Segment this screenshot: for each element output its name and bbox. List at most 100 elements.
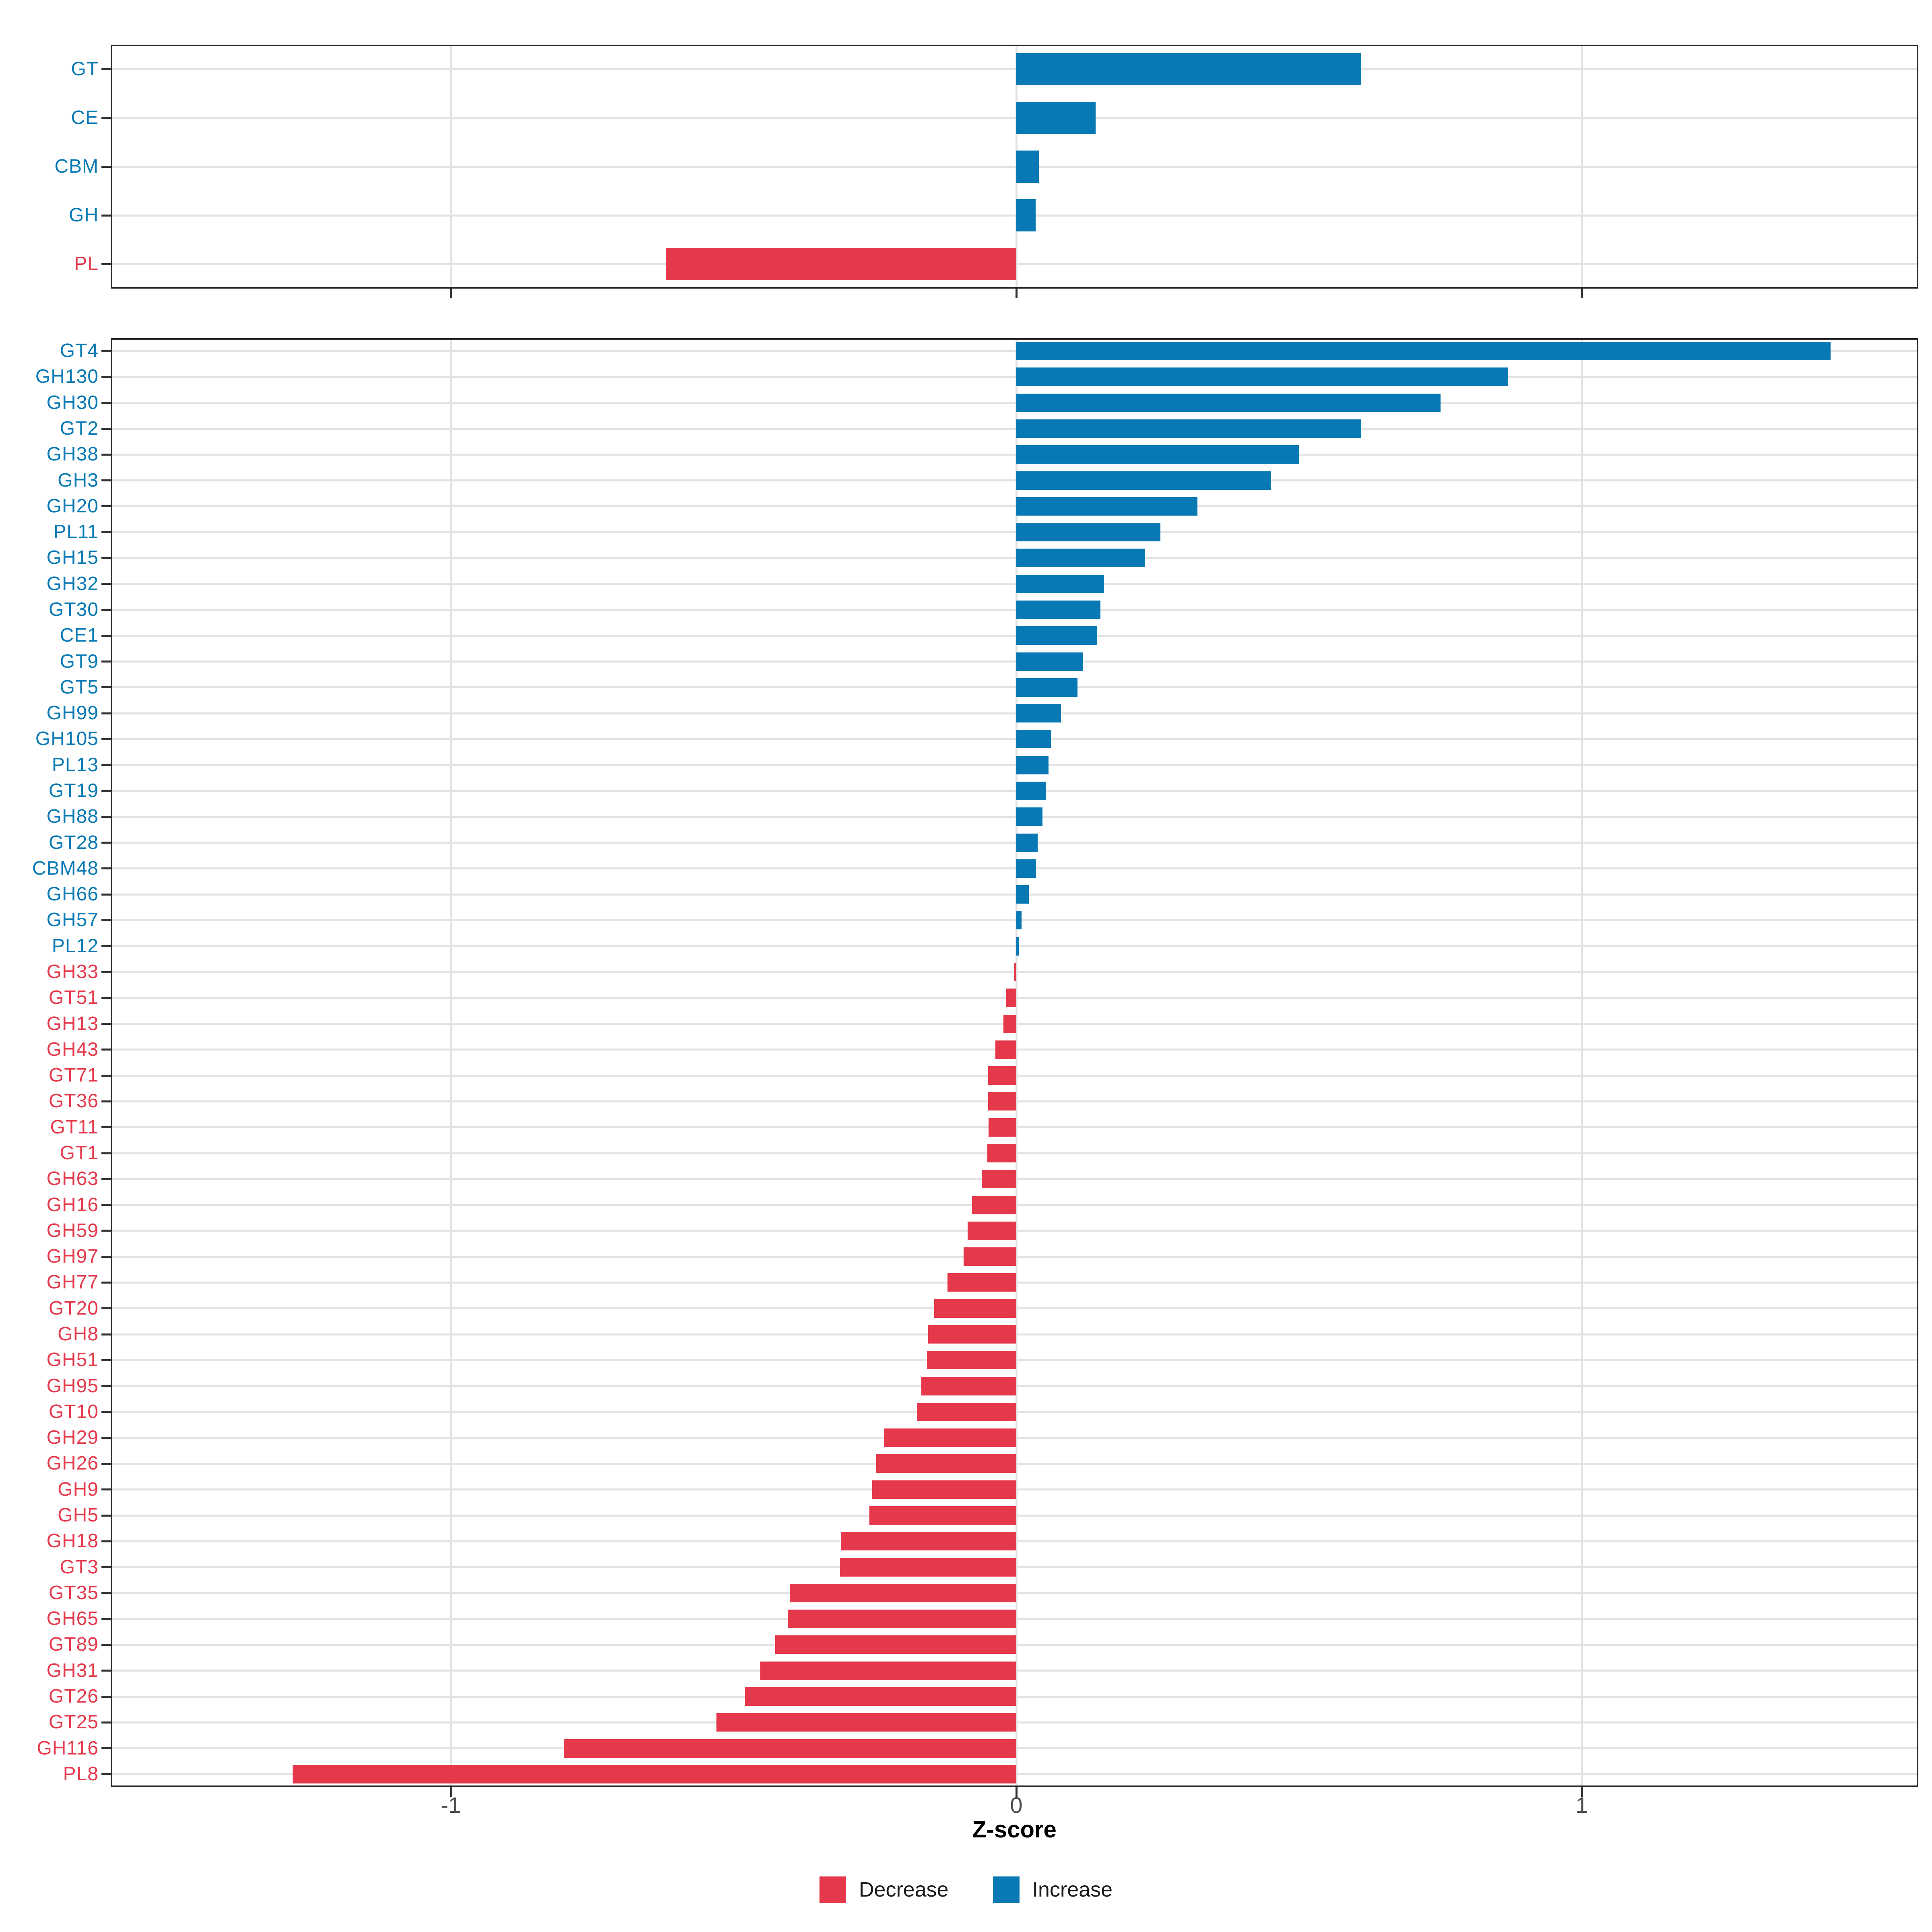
bar-gh31: [760, 1661, 1016, 1680]
category-label-cbm: CBM: [54, 156, 99, 177]
bar-gh33: [1014, 963, 1016, 981]
bar-gh116: [564, 1739, 1016, 1758]
x-gridline: [112, 376, 1917, 378]
category-label-gt11: GT11: [50, 1116, 99, 1138]
x-axis-tick: [450, 1787, 452, 1797]
legend-label-increase: Increase: [1032, 1878, 1113, 1901]
bar-gh32: [1016, 574, 1104, 593]
y-axis-tick: [101, 609, 111, 611]
category-label-gh26: GH26: [46, 1453, 99, 1474]
x-axis-tick: [450, 289, 452, 298]
y-axis-tick: [101, 1230, 111, 1232]
category-label-pl8: PL8: [63, 1763, 99, 1785]
category-label-gh32: GH32: [46, 573, 99, 594]
x-gridline: [112, 350, 1917, 352]
y-axis-tick: [101, 764, 111, 766]
bar-gh3: [1016, 471, 1271, 490]
category-label-gh95: GH95: [46, 1375, 99, 1397]
y-axis-tick: [101, 531, 111, 533]
category-label-ce1: CE1: [60, 625, 99, 646]
bar-cbm: [1016, 151, 1039, 183]
bar-gh20: [1016, 497, 1197, 516]
category-label-gh38: GH38: [46, 444, 99, 465]
y-axis-tick: [101, 1592, 111, 1594]
y-axis-tick: [101, 919, 111, 921]
category-label-gh105: GH105: [35, 728, 99, 750]
category-label-gt10: GT10: [48, 1401, 99, 1422]
y-gridline: [1581, 340, 1583, 1785]
bar-gh38: [1016, 445, 1299, 464]
category-label-gh99: GH99: [46, 702, 99, 724]
y-axis-tick: [101, 1126, 111, 1129]
category-label-gh130: GH130: [35, 366, 99, 388]
bar-gh105: [1016, 730, 1051, 749]
y-axis-tick: [101, 453, 111, 456]
y-axis-tick: [101, 1643, 111, 1646]
bar-gt10: [916, 1402, 1016, 1421]
y-axis-tick: [101, 738, 111, 740]
bar-gh: [1016, 199, 1036, 232]
y-axis-tick: [101, 997, 111, 999]
y-axis-tick: [101, 1618, 111, 1620]
y-axis-tick: [101, 1385, 111, 1387]
x-gridline: [112, 453, 1917, 456]
bar-gt1: [987, 1144, 1016, 1162]
y-axis-tick: [101, 1023, 111, 1025]
x-axis-tick: [1581, 1787, 1583, 1797]
category-label-cbm48: CBM48: [32, 857, 99, 879]
bar-gt5: [1016, 678, 1077, 697]
y-axis-tick: [101, 945, 111, 947]
bar-gh16: [972, 1195, 1016, 1214]
category-label-gt35: GT35: [48, 1582, 99, 1604]
y-axis-tick: [101, 214, 111, 217]
category-label-gh65: GH65: [46, 1608, 99, 1630]
bar-gh26: [876, 1454, 1016, 1473]
category-label-gh9: GH9: [58, 1478, 99, 1500]
bar-ce: [1016, 101, 1096, 134]
bar-pl: [665, 248, 1016, 281]
y-axis-tick: [101, 1747, 111, 1750]
x-gridline: [112, 790, 1917, 792]
y-axis-tick: [101, 427, 111, 430]
bar-gt35: [789, 1583, 1016, 1602]
category-label-gt4: GT4: [60, 340, 99, 362]
y-axis-tick: [101, 376, 111, 378]
category-label-gh51: GH51: [46, 1349, 99, 1371]
y-axis-tick: [101, 1514, 111, 1517]
x-gridline: [112, 68, 1917, 70]
bar-gh88: [1016, 807, 1042, 826]
bar-pl8: [292, 1765, 1016, 1783]
bar-gt19: [1016, 782, 1046, 800]
bar-gt28: [1016, 833, 1038, 852]
category-label-gh30: GH30: [46, 392, 99, 413]
bar-gh13: [1003, 1014, 1016, 1033]
x-gridline: [112, 427, 1917, 430]
y-axis-tick: [101, 1204, 111, 1206]
y-axis-tick: [101, 350, 111, 352]
y-axis-tick: [101, 1049, 111, 1051]
y-axis-tick: [101, 1566, 111, 1569]
bar-gt26: [745, 1687, 1016, 1706]
y-axis-tick: [101, 1773, 111, 1775]
bar-gh18: [841, 1532, 1016, 1551]
x-tick-label-0: 0: [1010, 1792, 1023, 1818]
bar-gh66: [1016, 885, 1029, 904]
category-label-gh3: GH3: [58, 469, 99, 491]
x-gridline: [112, 815, 1917, 818]
y-axis-tick: [101, 893, 111, 896]
bar-gt11: [989, 1118, 1016, 1137]
category-label-gh29: GH29: [46, 1427, 99, 1449]
category-label-gh5: GH5: [58, 1505, 99, 1526]
category-label-gt51: GT51: [48, 987, 99, 1009]
category-label-gh18: GH18: [46, 1530, 99, 1552]
category-label-gt5: GT5: [60, 676, 99, 698]
x-gridline: [112, 505, 1917, 508]
bar-gt51: [1006, 989, 1016, 1007]
y-axis-tick: [101, 1307, 111, 1310]
category-label-gh88: GH88: [46, 806, 99, 828]
bar-gh43: [995, 1040, 1016, 1059]
bar-gh15: [1016, 549, 1146, 568]
category-label-pl: PL: [74, 253, 99, 275]
y-axis-tick: [101, 1152, 111, 1154]
y-axis-tick: [101, 815, 111, 818]
